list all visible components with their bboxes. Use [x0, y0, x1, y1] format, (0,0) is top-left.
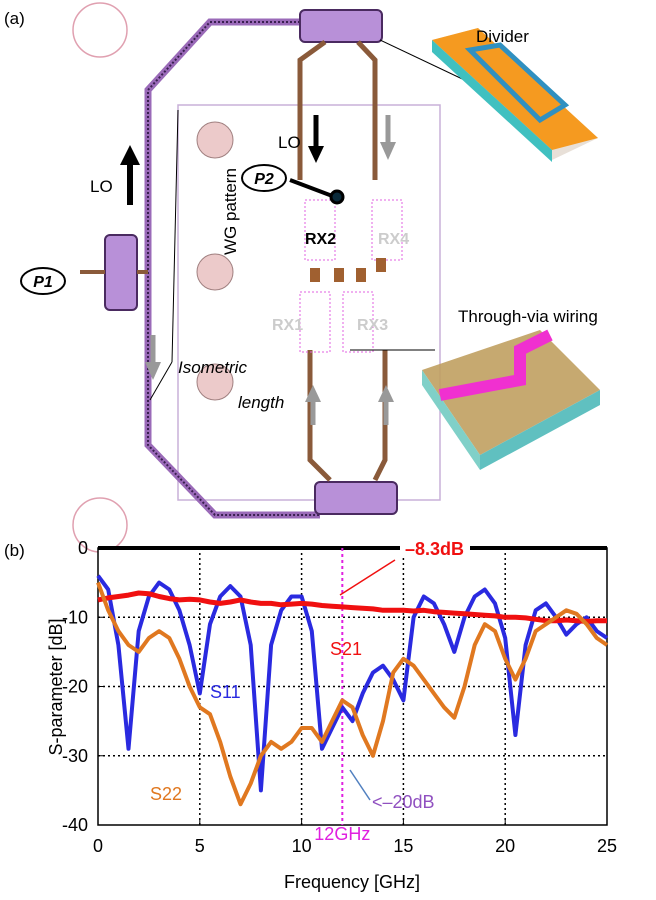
iso-label: length	[238, 393, 284, 412]
rx-label: RX3	[357, 317, 388, 334]
series-label: S11	[210, 682, 241, 702]
alignment-mark	[73, 3, 127, 57]
x-tick-label: 20	[495, 836, 515, 856]
divider-label: Divider	[476, 27, 529, 46]
x-tick-label: 10	[292, 836, 312, 856]
divider-inset	[432, 28, 598, 162]
p2-label: P2	[254, 171, 274, 188]
wg-hole	[197, 254, 233, 290]
wg-label: WG pattern	[221, 168, 240, 255]
x-tick-label: 5	[195, 836, 205, 856]
port-pad	[105, 235, 137, 310]
marker-label: 12GHz	[314, 824, 370, 844]
lo-arrow	[120, 145, 140, 165]
y-tick-label: -20	[62, 677, 88, 697]
wg-hole	[197, 122, 233, 158]
rx-box	[305, 200, 335, 260]
y-tick-label: -10	[62, 607, 88, 627]
iso-label: Isometric	[178, 358, 247, 377]
figure: (a) P2 P1 LO LO WG pattern RX2 RX4 RX1 R…	[0, 0, 656, 895]
rx-label: RX1	[272, 317, 303, 334]
chips	[310, 258, 386, 282]
leader	[290, 180, 335, 197]
y-tick-label: 0	[78, 538, 88, 558]
x-tick-label: 0	[93, 836, 103, 856]
p1-label: P1	[33, 274, 53, 291]
via-inset	[422, 330, 600, 470]
x-axis-label: Frequency [GHz]	[284, 872, 420, 892]
x-tick-label: 15	[393, 836, 413, 856]
divider-pad	[315, 482, 397, 514]
rx-box	[300, 292, 330, 352]
rx-label: RX4	[378, 231, 409, 248]
rx-box	[372, 200, 402, 260]
divider-pad	[300, 10, 382, 42]
lo-label: LO	[278, 133, 301, 152]
x-tick-label: 25	[597, 836, 617, 856]
layout-diagram: (a) P2 P1 LO LO WG pattern RX2 RX4 RX1 R…	[4, 3, 600, 552]
series-label: S22	[150, 784, 182, 804]
panel-label: (a)	[4, 9, 25, 28]
series-label: S21	[330, 639, 362, 659]
annotation: –8.3dB	[405, 539, 464, 559]
lo-arrow	[308, 146, 324, 163]
y-tick-label: -40	[62, 815, 88, 835]
via-label: Through-via wiring	[458, 307, 598, 326]
rx-label: RX2	[305, 231, 336, 248]
panel-label: (b)	[4, 541, 25, 560]
y-tick-label: -30	[62, 746, 88, 766]
probe	[331, 191, 343, 203]
lo-label: LO	[90, 177, 113, 196]
annotation: <–20dB	[372, 792, 435, 812]
